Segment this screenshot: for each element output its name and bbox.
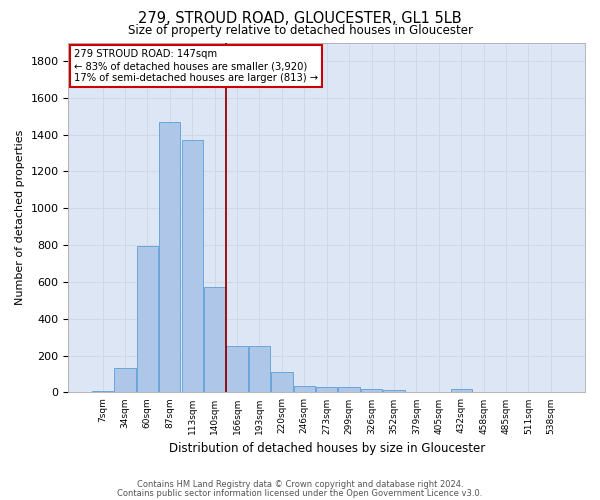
X-axis label: Distribution of detached houses by size in Gloucester: Distribution of detached houses by size … [169, 442, 485, 455]
Bar [271, 372, 293, 392]
Bar [226, 346, 248, 393]
Text: 279 STROUD ROAD: 147sqm
← 83% of detached houses are smaller (3,920)
17% of semi: 279 STROUD ROAD: 147sqm ← 83% of detache… [74, 50, 317, 82]
Text: Size of property relative to detached houses in Gloucester: Size of property relative to detached ho… [128, 24, 473, 37]
Bar [159, 122, 181, 392]
Y-axis label: Number of detached properties: Number of detached properties [15, 130, 25, 305]
Text: Contains HM Land Registry data © Crown copyright and database right 2024.: Contains HM Land Registry data © Crown c… [137, 480, 463, 489]
Bar [316, 388, 337, 392]
Bar [451, 389, 472, 392]
Bar [115, 368, 136, 392]
Bar [137, 246, 158, 392]
Bar [92, 390, 113, 392]
Bar [338, 388, 360, 392]
Text: 279, STROUD ROAD, GLOUCESTER, GL1 5LB: 279, STROUD ROAD, GLOUCESTER, GL1 5LB [138, 11, 462, 26]
Bar [293, 386, 315, 392]
Bar [182, 140, 203, 392]
Bar [361, 389, 382, 392]
Text: Contains public sector information licensed under the Open Government Licence v3: Contains public sector information licen… [118, 489, 482, 498]
Bar [204, 286, 225, 393]
Bar [383, 390, 404, 392]
Bar [249, 346, 270, 393]
